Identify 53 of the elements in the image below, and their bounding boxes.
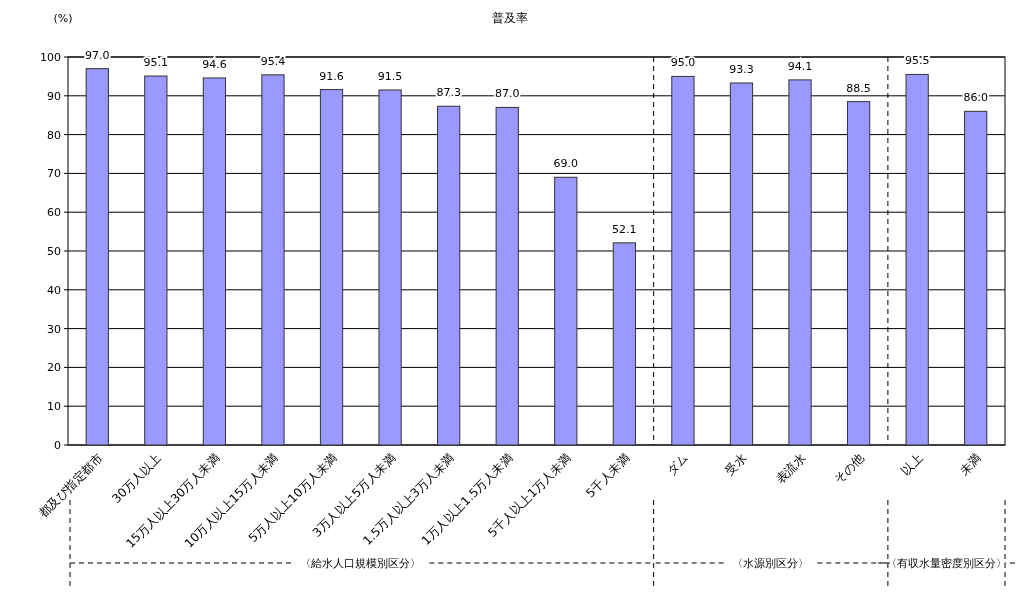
text: 〈水源別区分〉 [732, 557, 810, 570]
x-tick-label: 未満 [956, 451, 984, 479]
x-tick-label: 以上 [898, 451, 926, 479]
x-tick-label: ダム [664, 451, 692, 479]
bar [261, 74, 285, 446]
data-label: 95.0 [670, 56, 696, 70]
data-label: 95.5 [904, 54, 930, 68]
data-label: 88.5 [846, 81, 871, 95]
y-tick-label: 50 [47, 245, 61, 258]
bar [846, 101, 871, 446]
data-label: 52.1 [612, 222, 637, 236]
y-tick-label: 20 [47, 361, 61, 375]
bar [437, 105, 461, 446]
bar [319, 89, 344, 446]
y-tick-label: 100 [40, 51, 61, 64]
bar [964, 110, 988, 446]
bar [729, 82, 754, 446]
data-label: 94.1 [787, 59, 813, 73]
data-label: 95.4 [260, 54, 286, 68]
y-tick-label: 40 [47, 283, 61, 297]
bar [905, 73, 929, 446]
bar [554, 176, 578, 446]
data-label: 94.6 [202, 57, 227, 71]
chart-title: 普及率 [492, 11, 528, 25]
bar [85, 68, 109, 446]
x-tick-label: 表流水 [772, 451, 809, 487]
x-tick-label: 30万人以上 [109, 451, 164, 506]
x-tick-label: 都及び指定都市 [36, 451, 106, 521]
data-label: 91.6 [319, 69, 344, 83]
bar [378, 89, 402, 446]
y-tick-label: 0 [54, 439, 61, 452]
data-label: 95.1 [143, 56, 169, 70]
y-axis-title: (%) [53, 12, 73, 25]
y-tick-label: 10 [47, 400, 61, 414]
y-tick-label: 70 [47, 167, 61, 181]
bar [495, 106, 519, 446]
x-tick-label: 受水 [722, 451, 750, 479]
y-tick-label: 80 [47, 128, 61, 142]
text: 〈有収水量密度別区分〉 [885, 557, 1007, 570]
text: 〈給水人口規模別区分〉 [300, 557, 422, 570]
bar [612, 242, 636, 446]
x-tick-label: その他 [831, 451, 867, 487]
bar [202, 77, 227, 446]
bar [788, 79, 812, 446]
data-label: 69.0 [553, 157, 579, 171]
bar [671, 75, 695, 446]
y-tick-label: 30 [47, 322, 61, 336]
data-label: 93.3 [729, 63, 754, 76]
y-tick-label: 90 [47, 89, 61, 103]
y-tick-label: 60 [47, 206, 61, 220]
x-tick-label: 5千人未満 [583, 451, 633, 501]
bar [144, 75, 168, 446]
data-label: 91.5 [377, 69, 403, 83]
